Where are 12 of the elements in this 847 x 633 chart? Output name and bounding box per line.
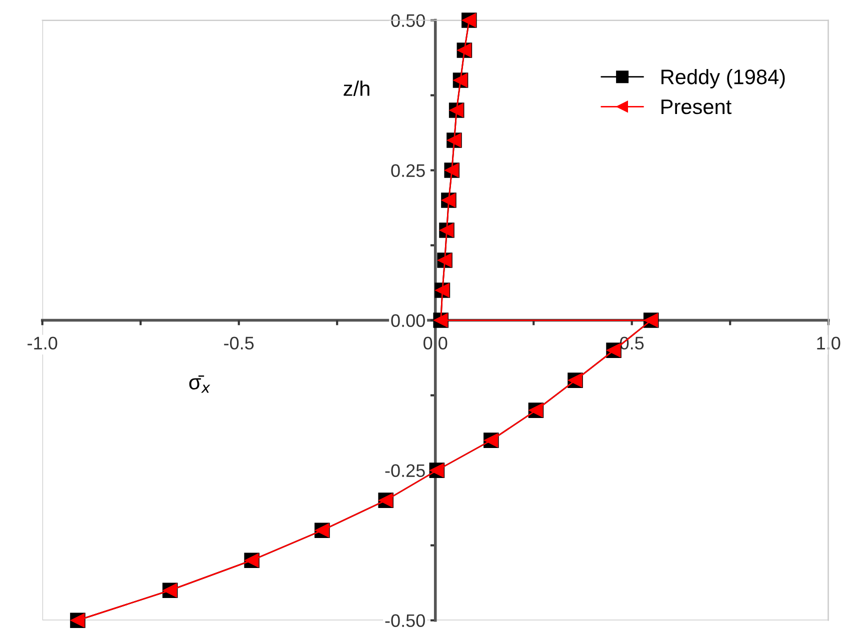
y-tick-label: -0.25 bbox=[385, 464, 425, 478]
y-tick-label: 0.50 bbox=[391, 14, 425, 27]
x-axis-title: σ̄$_{x}$ bbox=[189, 375, 210, 393]
legend-label: Present bbox=[662, 100, 732, 114]
y-tick-label: 0.00 bbox=[391, 314, 425, 328]
y-tick-label: 0.25 bbox=[391, 164, 425, 177]
x-tick-label: -0.5 bbox=[224, 336, 254, 350]
x-tick-label: 1.0 bbox=[817, 336, 840, 350]
legend-label: Reddy (1984) bbox=[662, 69, 785, 88]
y-axis-title: z/h bbox=[344, 80, 370, 96]
y-tick-label: -0.50 bbox=[385, 614, 425, 628]
x-tick-label: -1.0 bbox=[28, 336, 58, 350]
